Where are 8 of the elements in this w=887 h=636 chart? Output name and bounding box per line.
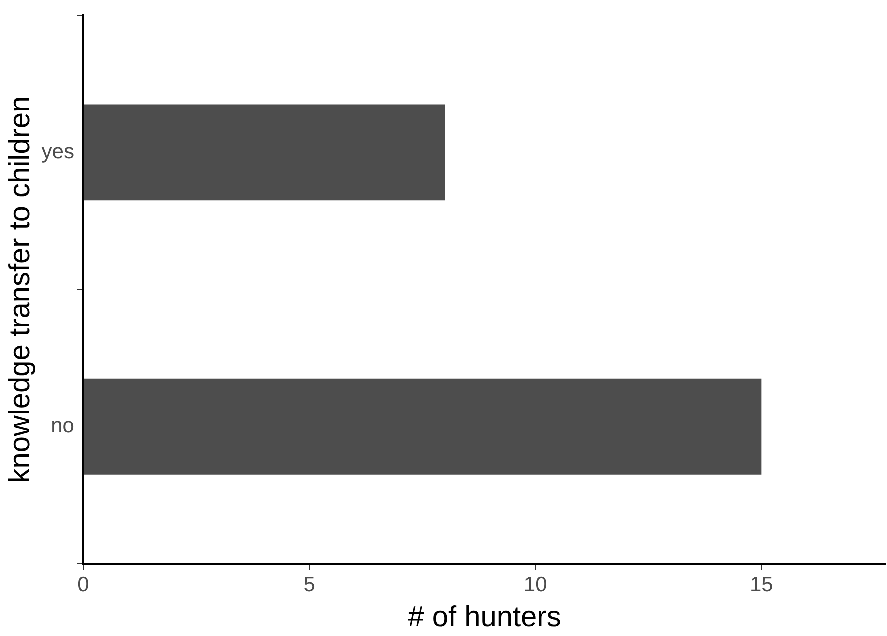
y-axis-title: knowledge transfer to children [4,96,36,484]
x-axis-title: # of hunters [408,602,562,634]
x-tick-label: 10 [524,573,548,596]
y-tick-label: yes [42,140,74,164]
x-tick-label: 15 [750,573,774,596]
y-tick-label: no [51,414,74,438]
x-tick-label: 5 [304,573,316,596]
x-tick-label: 0 [78,573,90,596]
